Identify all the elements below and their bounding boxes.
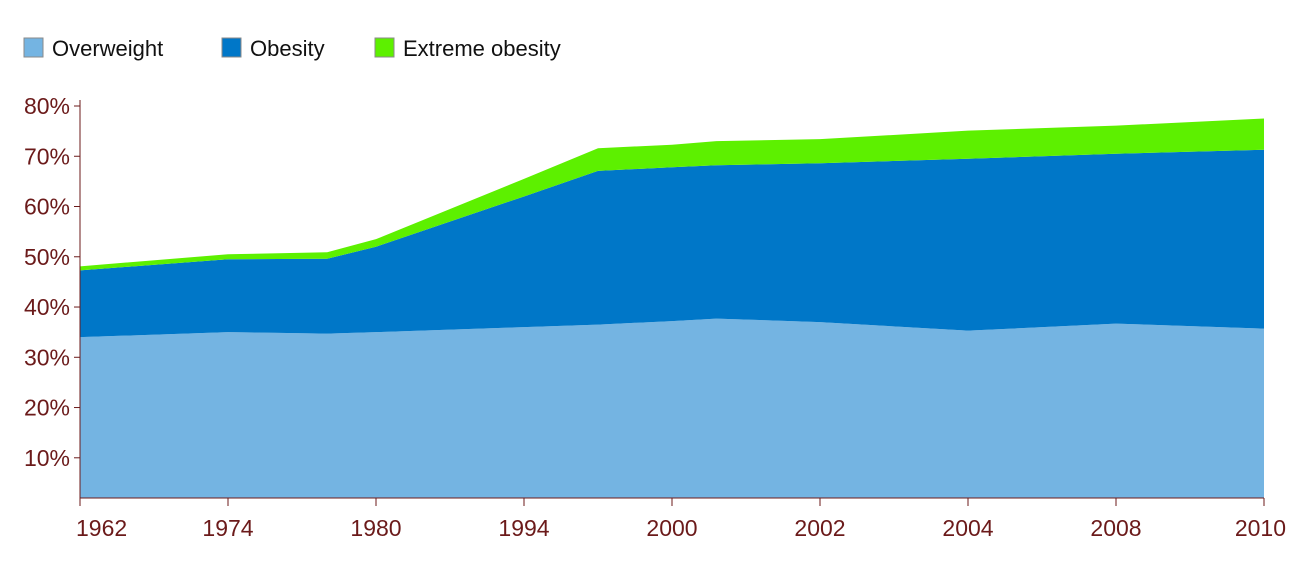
area-overweight [80, 318, 1264, 498]
x-tick-label: 2002 [794, 515, 845, 541]
x-tick-label: 1980 [350, 515, 401, 541]
x-tick-label: 2010 [1235, 515, 1286, 541]
y-tick-label: 50% [24, 244, 70, 270]
axes: 10% 20% 30% 40% 50% 60% 70% 80% 1962 1974 1980 1994… [24, 93, 1286, 541]
x-tick-label: 1974 [202, 515, 253, 541]
y-tick-label: 10% [24, 445, 70, 471]
x-tick-label: 1994 [498, 515, 549, 541]
y-tick-label: 20% [24, 395, 70, 421]
legend-label-obesity: Obesity [250, 36, 325, 61]
y-tick-label: 80% [24, 93, 70, 119]
y-tick-label: 70% [24, 143, 70, 169]
x-tick-label: 2008 [1090, 515, 1141, 541]
legend-label-overweight: Overweight [52, 36, 163, 61]
area-extreme-obesity [80, 118, 1264, 271]
legend-swatch-obesity [221, 37, 242, 58]
x-tick-label: 1962 [76, 515, 127, 541]
y-tick-label: 30% [24, 344, 70, 370]
legend-swatch-overweight [23, 37, 44, 58]
plot-areas [80, 118, 1264, 498]
y-tick-label: 60% [24, 194, 70, 220]
legend-swatch-extreme-obesity [374, 37, 395, 58]
x-tick-label: 2000 [646, 515, 697, 541]
x-tick-label: 2004 [942, 515, 993, 541]
legend-label-extreme-obesity: Extreme obesity [403, 36, 561, 61]
y-tick-label: 40% [24, 294, 70, 320]
area-obesity [80, 149, 1264, 338]
legend: Overweight Obesity Extreme obesity [23, 36, 561, 61]
